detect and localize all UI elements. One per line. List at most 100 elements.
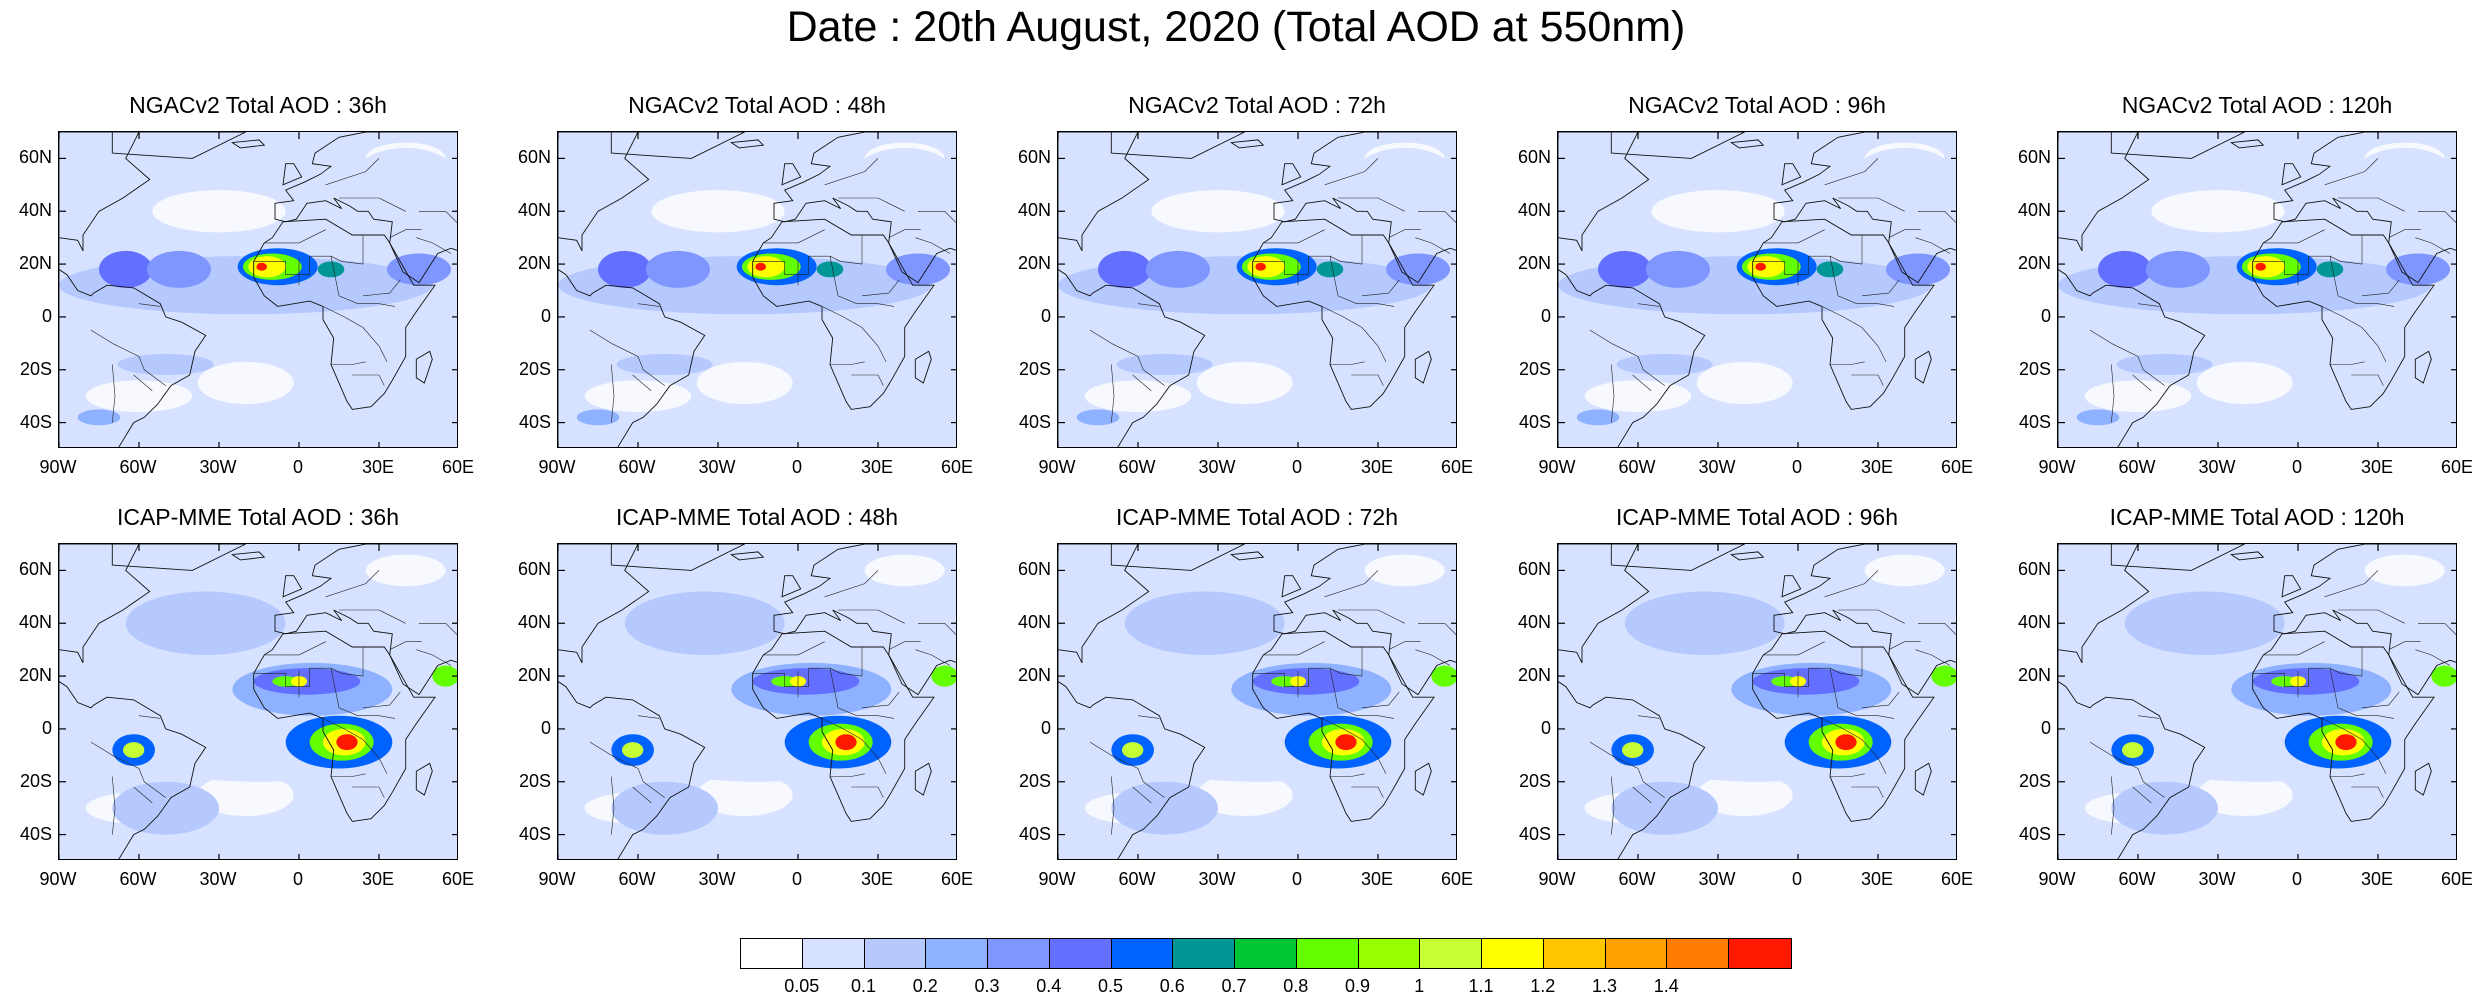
aod-plume bbox=[622, 742, 644, 758]
lon-tick-label: 30E bbox=[361, 457, 395, 477]
panel-title: ICAP-MME Total AOD : 72h bbox=[1115, 504, 1399, 530]
aod-plume bbox=[611, 781, 718, 835]
aod-map-svg bbox=[1058, 544, 1456, 859]
lon-tick-label: 60E bbox=[441, 869, 475, 889]
aod-map-svg bbox=[1558, 544, 1956, 859]
colorbar-swatch bbox=[1543, 939, 1606, 968]
lon-tick-label: 90W bbox=[538, 457, 576, 477]
aod-plume bbox=[1611, 781, 1718, 835]
colorbar-swatch bbox=[1235, 939, 1297, 968]
lat-tick-label: 0 bbox=[2040, 717, 2051, 738]
aod-plume bbox=[352, 147, 457, 212]
aod-map bbox=[1057, 131, 1457, 448]
aod-plume bbox=[2124, 591, 2285, 655]
lat-tick-label: 40N bbox=[2017, 612, 2051, 633]
lon-tick-label: 0 bbox=[791, 457, 802, 477]
lat-tick-label: 20N bbox=[517, 253, 551, 274]
lat-tick-label: 40S bbox=[518, 823, 551, 844]
aod-plume bbox=[835, 734, 857, 751]
colorbar-label: 0.05 bbox=[784, 976, 820, 996]
lat-tick-label: 0 bbox=[1540, 305, 1551, 326]
lat-tick-label: 60N bbox=[2017, 147, 2051, 168]
colorbar-label: 0.3 bbox=[974, 976, 1000, 996]
colorbar-label: 1.4 bbox=[1653, 976, 1679, 996]
lon-tick-label: 90W bbox=[39, 457, 77, 477]
colorbar-swatch bbox=[741, 939, 803, 968]
lon-tick-label: 60W bbox=[618, 457, 656, 477]
colorbar-swatch bbox=[802, 939, 865, 968]
aod-plume bbox=[112, 781, 219, 835]
lon-tick-label: 30W bbox=[199, 457, 237, 477]
panel-title: ICAP-MME Total AOD : 96h bbox=[1615, 504, 1899, 530]
panel-title: ICAP-MME Total AOD : 36h bbox=[116, 504, 400, 530]
aod-plume bbox=[1098, 250, 1152, 288]
lat-tick-label: 40N bbox=[1017, 612, 1051, 633]
lat-tick-label: 40N bbox=[1517, 612, 1551, 633]
lon-tick-label: 60W bbox=[2118, 457, 2156, 477]
lon-tick-label: 30W bbox=[698, 457, 736, 477]
colorbar-label: 0.2 bbox=[912, 976, 938, 996]
aod-plume bbox=[77, 409, 121, 426]
lat-tick-label: 0 bbox=[540, 305, 551, 326]
lon-tick-label: 30E bbox=[2360, 457, 2394, 477]
lon-tick-label: 30W bbox=[1198, 869, 1236, 889]
lat-tick-label: 60N bbox=[2017, 559, 2051, 580]
lon-tick-label: 60W bbox=[2118, 869, 2156, 889]
lat-tick-label: 20N bbox=[18, 253, 52, 274]
lon-tick-label: 60W bbox=[618, 869, 656, 889]
aod-plume bbox=[99, 250, 153, 288]
lat-tick-label: 0 bbox=[1540, 717, 1551, 738]
colorbar-swatch bbox=[1049, 939, 1112, 968]
lon-tick-label: 30E bbox=[1860, 869, 1894, 889]
lat-tick-label: 20N bbox=[2017, 665, 2051, 686]
lat-tick-label: 60N bbox=[1017, 147, 1051, 168]
lat-tick-label: 0 bbox=[1040, 305, 1051, 326]
lat-tick-label: 40S bbox=[2018, 411, 2051, 432]
lon-tick-label: 30E bbox=[361, 869, 395, 889]
lat-tick-label: 20N bbox=[1517, 253, 1551, 274]
colorbar-label: 1.2 bbox=[1530, 976, 1556, 996]
colorbar-label: 0.1 bbox=[850, 976, 877, 996]
panel-title: NGACv2 Total AOD : 48h bbox=[628, 92, 886, 118]
aod-plume bbox=[2076, 409, 2120, 426]
panel-title: ICAP-MME Total AOD : 48h bbox=[615, 504, 899, 530]
lon-tick-label: 30E bbox=[1860, 457, 1894, 477]
colorbar-label: 1.1 bbox=[1468, 976, 1494, 996]
lat-tick-label: 20S bbox=[1518, 770, 1551, 791]
aod-plume bbox=[2386, 253, 2450, 286]
aod-plume bbox=[387, 253, 451, 286]
colorbar-swatch bbox=[1605, 939, 1668, 968]
aod-map bbox=[1557, 543, 1957, 860]
lon-tick-label: 0 bbox=[1791, 457, 1802, 477]
colorbar-label: 1.3 bbox=[1591, 976, 1618, 996]
colorbar-swatch bbox=[864, 939, 927, 968]
lat-tick-label: 60N bbox=[517, 147, 551, 168]
lat-tick-label: 40S bbox=[19, 823, 52, 844]
colorbar-label: 0.5 bbox=[1097, 976, 1124, 996]
lat-tick-label: 20S bbox=[19, 358, 52, 379]
lon-tick-label: 30E bbox=[860, 869, 894, 889]
lat-tick-label: 40N bbox=[1517, 200, 1551, 221]
aod-plume bbox=[1146, 250, 1210, 288]
aod-plume bbox=[123, 742, 145, 758]
lon-tick-label: 60E bbox=[2440, 457, 2472, 477]
lat-tick-label: 60N bbox=[18, 147, 52, 168]
panel-title: NGACv2 Total AOD : 120h bbox=[2121, 92, 2393, 118]
colorbar bbox=[740, 938, 1792, 969]
aod-map-svg bbox=[558, 544, 956, 859]
lat-tick-label: 20N bbox=[517, 665, 551, 686]
aod-plume bbox=[1255, 262, 1266, 271]
panel-title: NGACv2 Total AOD : 36h bbox=[129, 92, 387, 118]
aod-plume bbox=[1616, 353, 1713, 376]
lon-tick-label: 60E bbox=[1440, 869, 1474, 889]
lon-tick-label: 60E bbox=[1940, 869, 1974, 889]
colorbar-swatch bbox=[1296, 939, 1359, 968]
aod-plume bbox=[1576, 409, 1620, 426]
lat-tick-label: 20N bbox=[1017, 665, 1051, 686]
aod-map bbox=[2057, 131, 2457, 448]
lon-tick-label: 90W bbox=[39, 869, 77, 889]
panel-title: NGACv2 Total AOD : 96h bbox=[1628, 92, 1886, 118]
lon-tick-label: 30E bbox=[2360, 869, 2394, 889]
aod-plume bbox=[1124, 591, 1285, 655]
aod-plume bbox=[1335, 734, 1357, 751]
